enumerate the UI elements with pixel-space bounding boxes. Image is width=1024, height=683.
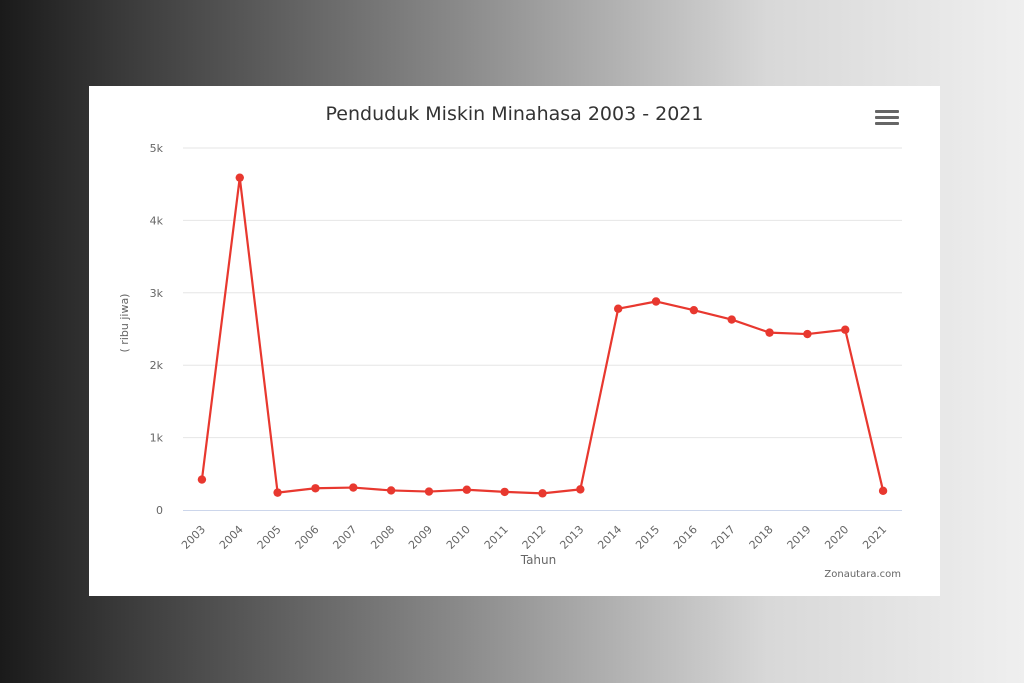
chart-credit[interactable]: Zonautara.com	[824, 569, 901, 580]
x-tick-label: 2012	[520, 523, 549, 552]
y-axis-title: ( ribu jiwa)	[118, 294, 131, 353]
x-tick-label: 2003	[179, 523, 208, 552]
x-tick-label: 2009	[406, 523, 435, 552]
data-point	[235, 173, 244, 182]
x-tick-label: 2015	[633, 523, 662, 552]
y-tick-label: 2k	[150, 359, 164, 372]
data-point	[727, 315, 736, 324]
x-tick-label: 2005	[255, 523, 284, 552]
y-tick-label: 0	[156, 504, 163, 517]
series-line	[200, 176, 885, 495]
data-point	[311, 484, 320, 493]
data-point	[386, 486, 396, 495]
x-tick-label: 2008	[368, 523, 397, 552]
data-point	[689, 305, 699, 315]
x-tick-label: 2007	[330, 523, 359, 552]
y-tick-label: 1k	[150, 432, 164, 445]
data-point	[197, 475, 207, 484]
y-tick-label: 5k	[150, 142, 164, 155]
data-point	[462, 485, 472, 494]
x-tick-label: 2018	[747, 523, 776, 552]
x-tick-label: 2004	[217, 523, 246, 552]
data-point	[803, 329, 812, 339]
data-point	[765, 328, 774, 337]
data-point	[424, 487, 434, 496]
hamburger-menu-icon[interactable]	[875, 110, 899, 126]
data-point	[273, 488, 282, 497]
y-tick-label: 4k	[150, 214, 164, 227]
chart-title: Penduduk Miskin Minahasa 2003 - 2021	[325, 103, 704, 125]
x-tick-label: 2017	[709, 523, 738, 552]
x-axis-title: Tahun	[520, 553, 557, 567]
line-chart: 0 1k 2k 3k 4k 5k 2003 2004 2005 2006 2007 2008 2009 2…	[118, 142, 902, 567]
y-tick-label: 3k	[150, 287, 164, 300]
x-tick-label: 2019	[785, 523, 814, 552]
data-point	[651, 297, 661, 306]
chart-card: Penduduk Miskin Minahasa 2003 - 2021 0 1k…	[89, 86, 940, 596]
x-tick-label: 2010	[444, 523, 473, 552]
x-tick-label: 2016	[671, 523, 700, 552]
x-tick-label: 2014	[595, 523, 624, 552]
x-tick-label: 2020	[822, 523, 851, 552]
x-tick-label: 2006	[293, 523, 322, 552]
x-tick-label: 2021	[860, 523, 889, 552]
data-point	[349, 483, 358, 492]
data-point	[613, 304, 623, 313]
data-point	[538, 489, 547, 498]
x-tick-label: 2013	[557, 523, 586, 552]
x-tick-label: 2011	[482, 523, 511, 552]
data-point	[576, 485, 585, 494]
data-point	[878, 486, 888, 496]
data-point	[841, 325, 850, 334]
data-point	[500, 487, 509, 497]
